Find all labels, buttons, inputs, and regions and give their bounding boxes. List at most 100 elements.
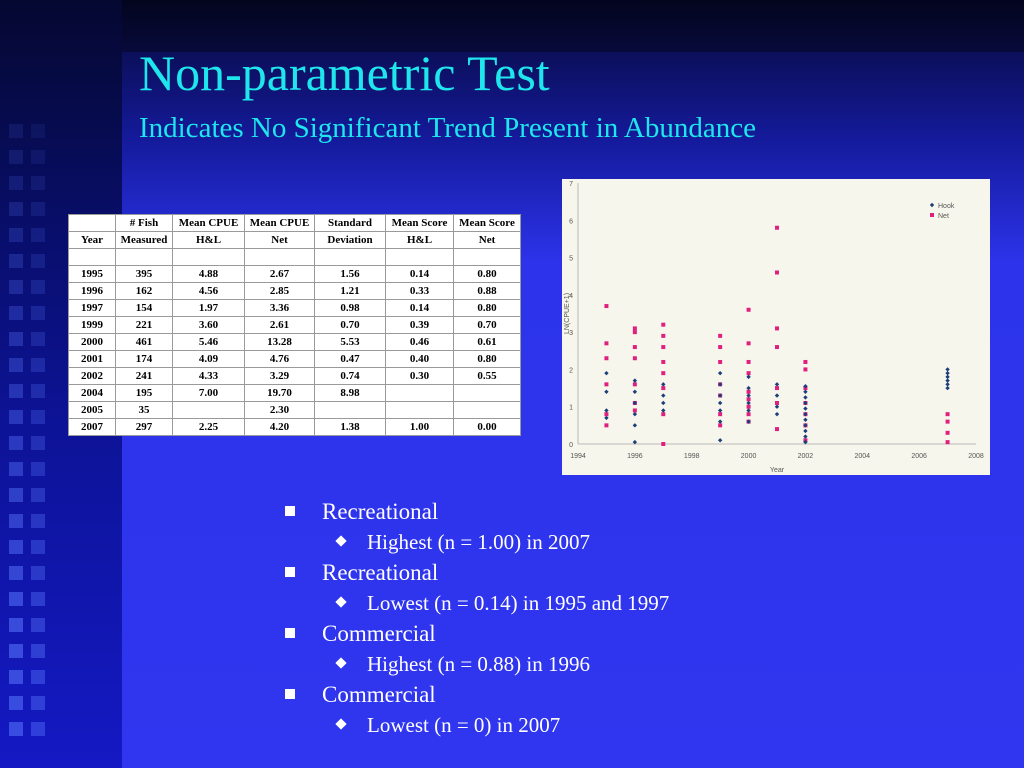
table-cell: 0.39 xyxy=(385,316,454,334)
table-cell: 0.00 xyxy=(453,418,521,436)
table-cell: 5.46 xyxy=(172,333,245,351)
table-cell: 0.30 xyxy=(385,367,454,385)
table-cell: Measured xyxy=(115,231,173,249)
table-header-row: # Fish Mean CPUE Mean CPUE Standard Mean Sco… xyxy=(68,214,521,232)
net-point xyxy=(661,322,666,327)
decorative-square xyxy=(9,696,23,710)
net-point xyxy=(661,412,666,417)
table-cell: 162 xyxy=(115,282,173,300)
decorative-square xyxy=(9,670,23,684)
table-cell: Mean Score xyxy=(453,214,521,232)
net-point xyxy=(661,333,666,338)
x-tick-label: 1994 xyxy=(570,453,586,460)
net-point xyxy=(632,326,637,331)
hook-point xyxy=(604,370,609,376)
table-cell: 4.33 xyxy=(172,367,245,385)
table-cell: H&L xyxy=(172,231,245,249)
decorative-square xyxy=(9,150,23,164)
x-tick-label: 2006 xyxy=(911,453,927,460)
decorative-square xyxy=(31,280,45,294)
decorative-square xyxy=(9,592,23,606)
bullet-text: Commercial xyxy=(322,682,436,707)
decorative-square xyxy=(9,462,23,476)
bullet-item: Recreational xyxy=(285,496,669,527)
net-point xyxy=(718,412,723,417)
table-cell: 3.60 xyxy=(172,316,245,334)
table-cell: 0.74 xyxy=(314,367,386,385)
net-point xyxy=(632,330,637,335)
hook-point xyxy=(746,400,751,406)
decorative-square xyxy=(9,618,23,632)
table-cell: 4.56 xyxy=(172,282,245,300)
bullet-item: Recreational xyxy=(285,557,669,588)
net-point xyxy=(775,400,779,405)
table-cell: 2.67 xyxy=(244,265,315,283)
decorative-square xyxy=(31,150,45,164)
hook-point xyxy=(632,389,638,394)
net-point xyxy=(661,442,666,446)
decorative-square xyxy=(31,384,45,398)
table-cell: 4.76 xyxy=(244,350,315,368)
net-point xyxy=(746,389,751,394)
hook-point xyxy=(945,370,950,376)
table-row: 2007 297 2.25 4.20 1.38 1.00 0.00 xyxy=(68,418,521,436)
diamond-bullet-icon xyxy=(335,657,347,669)
table-cell: 0.47 xyxy=(314,350,386,368)
y-tick-label: 1 xyxy=(569,405,573,412)
table-cell: 5.53 xyxy=(314,333,386,351)
hook-point xyxy=(661,400,666,406)
table-cell: 174 xyxy=(115,350,173,368)
net-point xyxy=(604,356,609,361)
x-tick-label: 2002 xyxy=(798,453,814,460)
bullet-text: Highest (n = 1.00) in 2007 xyxy=(367,530,590,554)
net-point xyxy=(632,408,637,413)
y-tick-label: 0 xyxy=(569,442,573,449)
table-cell: 4.88 xyxy=(172,265,245,283)
table-spacer-row xyxy=(68,248,521,266)
table-cell xyxy=(385,248,454,266)
net-point xyxy=(604,412,609,417)
decorative-square xyxy=(31,332,45,346)
table-cell xyxy=(172,401,245,419)
table-cell xyxy=(385,401,454,419)
table-cell xyxy=(314,401,386,419)
y-tick-label: 2 xyxy=(569,367,573,374)
table-cell: 2001 xyxy=(68,350,116,368)
table-cell: 395 xyxy=(115,265,173,283)
table-cell: 0.80 xyxy=(453,350,521,368)
x-axis-label: Year xyxy=(770,467,785,474)
hook-point xyxy=(632,411,638,417)
table-cell: 0.33 xyxy=(385,282,454,300)
decorative-square xyxy=(31,644,45,658)
hook-point xyxy=(632,378,638,383)
table-cell: 3.36 xyxy=(244,299,315,317)
hook-point xyxy=(604,389,609,394)
bullet-text: Highest (n = 0.88) in 1996 xyxy=(367,652,590,676)
hook-point xyxy=(661,408,666,413)
abundance-data-table: # Fish Mean CPUE Mean CPUE Standard Mean Sco… xyxy=(68,214,521,436)
bullet-text: Recreational xyxy=(322,560,439,585)
table-cell: 1.56 xyxy=(314,265,386,283)
bullet-text: Recreational xyxy=(322,499,439,524)
net-point xyxy=(718,423,723,428)
table-cell: 2005 xyxy=(68,401,116,419)
table-cell: 13.28 xyxy=(244,333,315,351)
net-point xyxy=(661,345,666,350)
legend-hook-label: Hook xyxy=(938,203,955,210)
table-cell: 1.00 xyxy=(385,418,454,436)
net-point xyxy=(632,356,637,361)
bullet-item: Commercial xyxy=(285,618,669,649)
table-cell: 0.46 xyxy=(385,333,454,351)
hook-point xyxy=(803,400,808,406)
table-cell: 0.80 xyxy=(453,265,521,283)
slide-subtitle: Indicates No Significant Trend Present i… xyxy=(139,112,756,144)
net-point xyxy=(746,359,751,364)
table-cell: 0.14 xyxy=(385,265,454,283)
hook-point xyxy=(717,419,723,424)
decorative-square xyxy=(9,228,23,242)
decorative-square xyxy=(9,384,23,398)
table-cell: 154 xyxy=(115,299,173,317)
table-row: 2004 195 7.00 19.70 8.98 xyxy=(68,384,521,402)
table-cell: 2000 xyxy=(68,333,116,351)
sub-bullet-item: Highest (n = 0.88) in 1996 xyxy=(285,649,669,679)
